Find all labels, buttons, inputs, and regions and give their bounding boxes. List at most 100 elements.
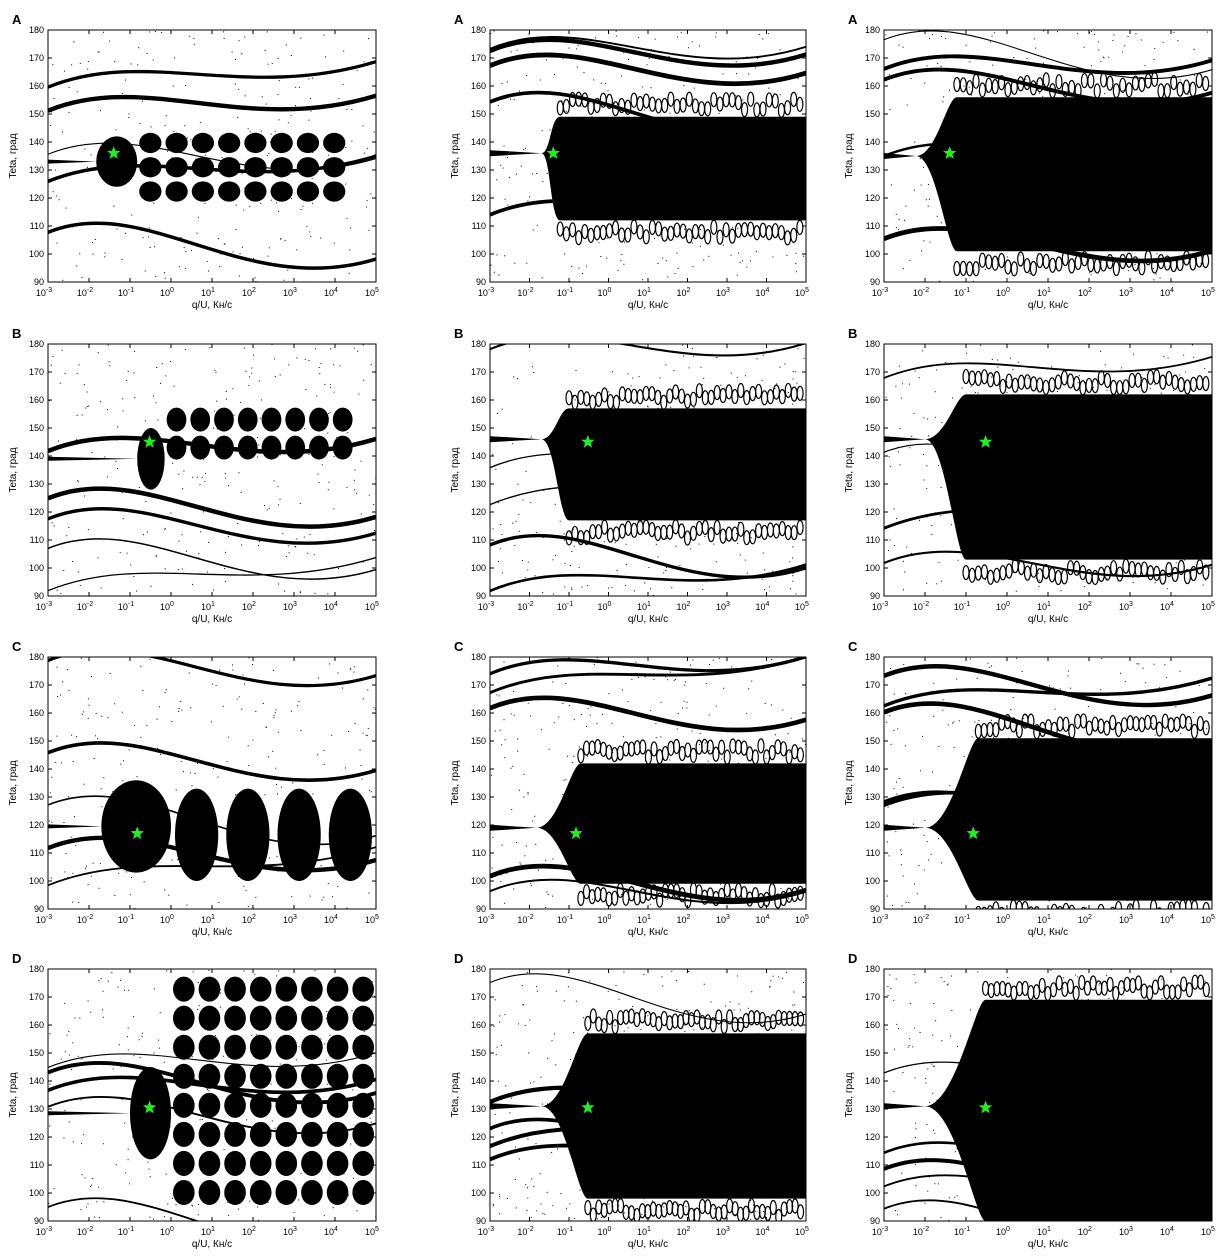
fringe-lobe xyxy=(689,391,698,407)
fringe-lobe xyxy=(716,96,724,112)
speckle-point xyxy=(886,841,888,843)
speckle-point xyxy=(290,55,292,57)
y-tick-label: 160 xyxy=(865,395,880,405)
speckle-point xyxy=(542,1103,544,1105)
speckle-point xyxy=(654,238,656,240)
speckle-point xyxy=(795,252,797,254)
speckle-point xyxy=(898,365,900,367)
speckle-point xyxy=(708,255,710,257)
speckle-point xyxy=(103,1201,105,1203)
speckle-point xyxy=(492,836,494,838)
speckle-point xyxy=(963,756,965,758)
basin-stripe xyxy=(48,556,376,592)
speckle-point xyxy=(1204,367,1206,369)
speckle-point xyxy=(373,503,375,505)
fringe-lobe xyxy=(689,747,698,763)
fringe-lobe xyxy=(992,722,1000,738)
speckle-point xyxy=(993,32,995,34)
x-tick-label: 102 xyxy=(242,601,256,612)
speckle-point xyxy=(768,87,770,89)
speckle-point xyxy=(596,1218,598,1220)
speckle-point xyxy=(78,901,80,903)
speckle-point xyxy=(662,257,664,259)
speckle-point xyxy=(333,364,335,366)
speckle-point xyxy=(898,777,900,779)
y-axis-label: Teta, град xyxy=(8,133,19,178)
speckle-point xyxy=(226,761,228,763)
speckle-point xyxy=(526,1210,528,1212)
speckle-point xyxy=(927,1190,929,1192)
y-tick-label: 110 xyxy=(472,1160,486,1170)
fringe-lobe xyxy=(1099,72,1108,88)
speckle-point xyxy=(493,1026,495,1028)
fringe-lobe xyxy=(1063,1220,1067,1221)
speckle-point xyxy=(974,392,976,394)
speckle-point xyxy=(126,552,128,554)
basin-region xyxy=(925,999,1212,1221)
basin-scallop xyxy=(323,157,346,178)
speckle-point xyxy=(506,1198,508,1200)
speckle-point xyxy=(971,736,973,738)
speckle-point xyxy=(77,480,79,482)
speckle-point xyxy=(276,975,278,977)
speckle-point xyxy=(620,893,622,895)
speckle-point xyxy=(491,867,493,869)
panel-label: D xyxy=(848,951,857,966)
fringe-lobe xyxy=(654,221,663,237)
speckle-point xyxy=(919,158,921,160)
speckle-point xyxy=(210,721,212,723)
speckle-point xyxy=(507,204,509,206)
basin-region xyxy=(925,394,1212,560)
speckle-point xyxy=(171,859,173,861)
speckle-point xyxy=(534,575,536,577)
basin-map xyxy=(48,657,376,909)
fringe-lobe xyxy=(1055,975,1063,991)
y-tick-label: 170 xyxy=(29,992,44,1002)
speckle-point xyxy=(914,1137,916,1139)
speckle-point xyxy=(1141,376,1143,378)
speckle-point xyxy=(518,1158,520,1160)
speckle-point xyxy=(351,109,353,111)
speckle-point xyxy=(271,344,273,346)
x-tick-label: 10-2 xyxy=(77,601,93,612)
x-tick-label: 105 xyxy=(365,1226,379,1237)
speckle-point xyxy=(504,739,506,741)
speckle-point xyxy=(1038,92,1040,94)
speckle-point xyxy=(76,439,78,441)
speckle-point xyxy=(558,716,560,718)
speckle-point xyxy=(625,564,627,566)
speckle-point xyxy=(751,680,753,682)
speckle-point xyxy=(223,31,225,33)
basin-scallop xyxy=(237,435,258,460)
speckle-point xyxy=(138,486,140,488)
speckle-point xyxy=(492,1205,494,1207)
x-tick-label: 100 xyxy=(160,1226,174,1237)
speckle-point xyxy=(1113,34,1115,36)
speckle-point xyxy=(779,366,781,368)
speckle-point xyxy=(84,148,86,150)
speckle-point xyxy=(1189,723,1191,725)
speckle-point xyxy=(1099,982,1101,984)
speckle-point xyxy=(606,237,608,239)
speckle-point xyxy=(896,793,898,795)
fringe-lobe xyxy=(1030,562,1038,578)
speckle-point xyxy=(1121,367,1123,369)
y-tick-label: 170 xyxy=(865,680,880,690)
speckle-point xyxy=(1144,65,1146,67)
fringe-lobe xyxy=(723,749,731,765)
speckle-point xyxy=(503,145,505,147)
speckle-point xyxy=(923,479,925,481)
speckle-point xyxy=(924,82,926,84)
speckle-point xyxy=(73,41,75,43)
x-tick-label: 103 xyxy=(716,1226,730,1237)
speckle-point xyxy=(513,99,515,101)
y-tick-label: 140 xyxy=(865,451,880,461)
speckle-point xyxy=(123,760,125,762)
x-tick-label: 102 xyxy=(1078,601,1092,612)
speckle-point xyxy=(951,1009,953,1011)
basin-tongue xyxy=(490,1103,542,1110)
speckle-point xyxy=(889,109,891,111)
speckle-point xyxy=(1052,687,1054,689)
speckle-point xyxy=(225,477,227,479)
speckle-point xyxy=(325,1018,327,1020)
